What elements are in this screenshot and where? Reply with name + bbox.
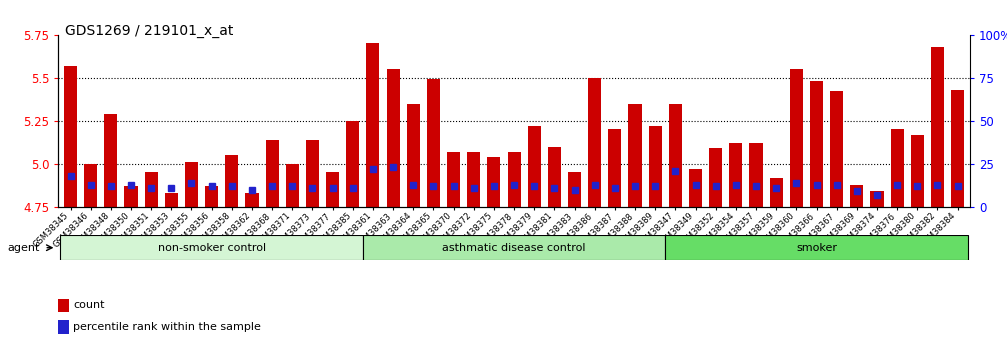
Bar bbox=[125, 186, 138, 207]
Bar bbox=[930, 47, 944, 207]
FancyBboxPatch shape bbox=[363, 235, 666, 260]
Bar bbox=[447, 152, 460, 207]
Bar bbox=[810, 81, 823, 207]
Bar bbox=[548, 147, 561, 207]
Bar bbox=[890, 129, 903, 207]
Bar bbox=[789, 69, 803, 207]
Bar bbox=[407, 104, 420, 207]
Text: asthmatic disease control: asthmatic disease control bbox=[442, 243, 586, 253]
Bar bbox=[165, 193, 178, 207]
Bar bbox=[588, 78, 601, 207]
Bar bbox=[346, 121, 359, 207]
Bar bbox=[85, 164, 98, 207]
Text: GDS1269 / 219101_x_at: GDS1269 / 219101_x_at bbox=[65, 24, 234, 38]
Bar bbox=[830, 91, 843, 207]
Bar bbox=[427, 79, 440, 207]
Bar bbox=[246, 193, 259, 207]
Bar bbox=[205, 186, 219, 207]
Bar bbox=[467, 152, 480, 207]
FancyBboxPatch shape bbox=[60, 235, 363, 260]
Bar bbox=[266, 140, 279, 207]
Text: smoker: smoker bbox=[796, 243, 837, 253]
Text: count: count bbox=[74, 300, 105, 310]
Bar bbox=[649, 126, 662, 207]
Bar bbox=[58, 320, 68, 334]
Bar bbox=[729, 143, 742, 207]
Bar bbox=[628, 104, 641, 207]
Bar bbox=[568, 172, 581, 207]
Bar bbox=[185, 162, 198, 207]
Bar bbox=[528, 126, 541, 207]
Bar bbox=[709, 148, 722, 207]
Bar bbox=[326, 172, 339, 207]
Bar bbox=[145, 172, 158, 207]
Bar bbox=[508, 152, 521, 207]
Bar bbox=[306, 140, 319, 207]
Bar bbox=[226, 155, 239, 207]
Bar bbox=[689, 169, 702, 207]
Bar bbox=[850, 185, 863, 207]
Text: non-smoker control: non-smoker control bbox=[157, 243, 266, 253]
Bar bbox=[951, 90, 964, 207]
Text: percentile rank within the sample: percentile rank within the sample bbox=[74, 322, 261, 332]
Bar bbox=[64, 66, 78, 207]
Text: agent: agent bbox=[7, 243, 39, 253]
FancyBboxPatch shape bbox=[666, 235, 968, 260]
Bar bbox=[367, 43, 380, 207]
Bar bbox=[387, 69, 400, 207]
Bar bbox=[58, 299, 68, 312]
Bar bbox=[749, 143, 762, 207]
Bar bbox=[487, 157, 500, 207]
Bar bbox=[910, 135, 923, 207]
Bar bbox=[669, 104, 682, 207]
Bar bbox=[286, 164, 299, 207]
Bar bbox=[870, 191, 883, 207]
Bar bbox=[769, 178, 782, 207]
Bar bbox=[608, 129, 621, 207]
Bar bbox=[105, 114, 118, 207]
